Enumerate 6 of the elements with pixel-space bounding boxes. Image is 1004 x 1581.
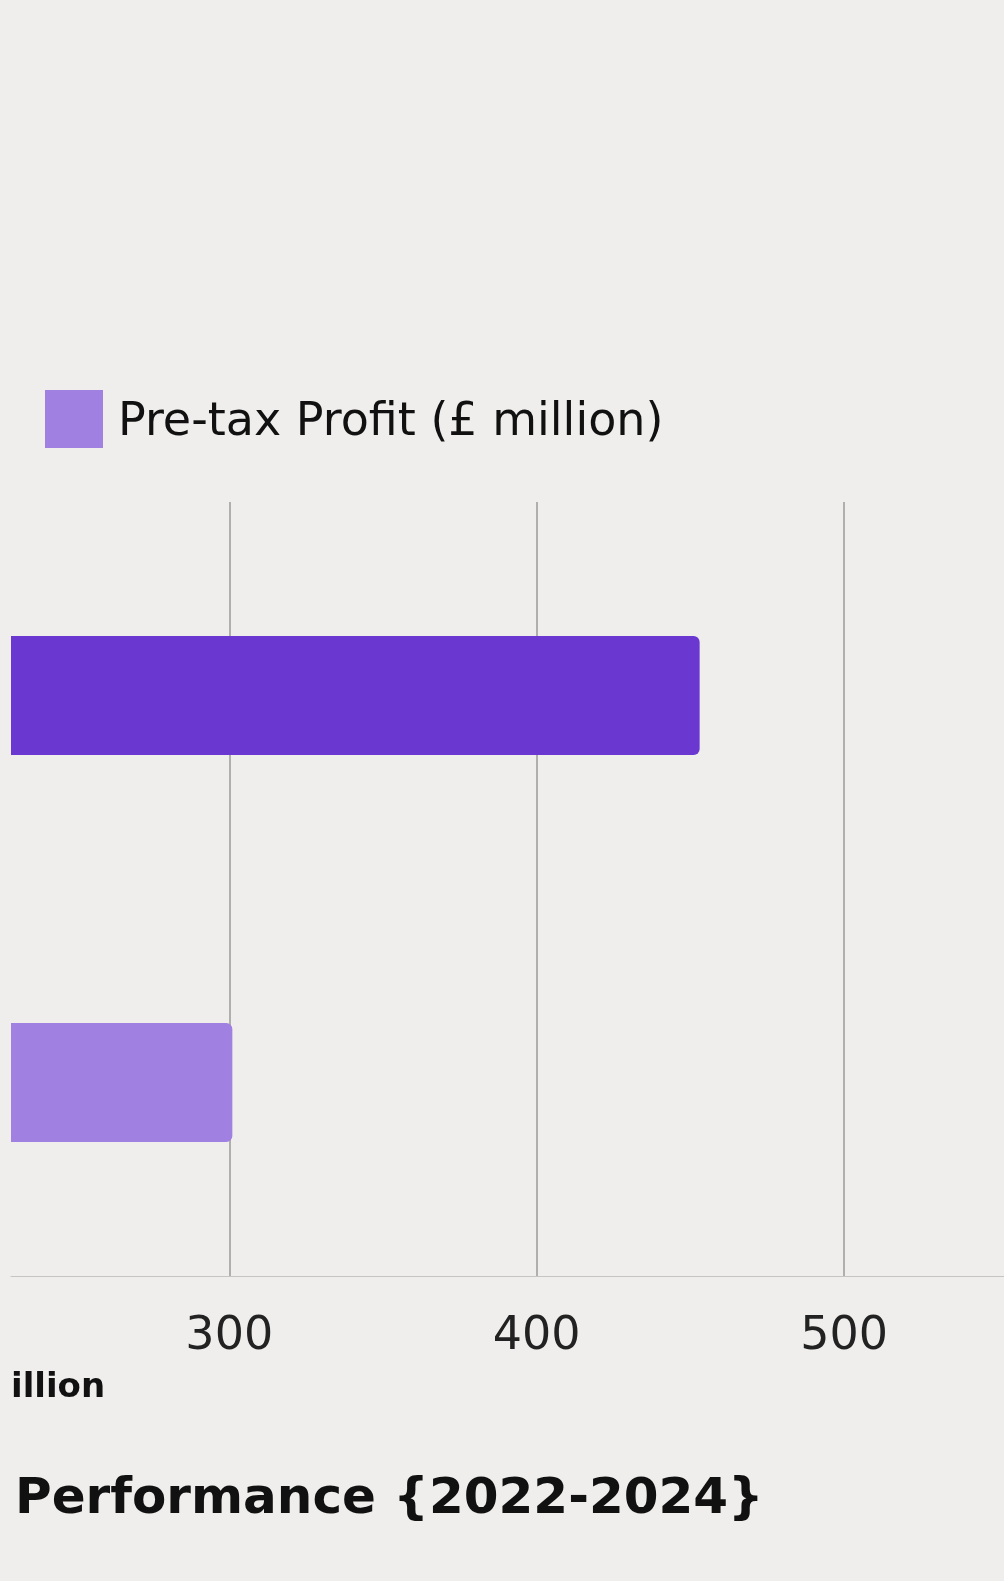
- x-tick-label: 500: [800, 1306, 889, 1360]
- x-tick-label: 400: [492, 1306, 581, 1360]
- x-tick-label: 300: [185, 1306, 274, 1360]
- legend-label: Pre-tax Profit (£ million): [118, 392, 664, 446]
- text: Performance {2022-2024}: [15, 1467, 764, 1525]
- x-axis-title: illion: [11, 1365, 106, 1405]
